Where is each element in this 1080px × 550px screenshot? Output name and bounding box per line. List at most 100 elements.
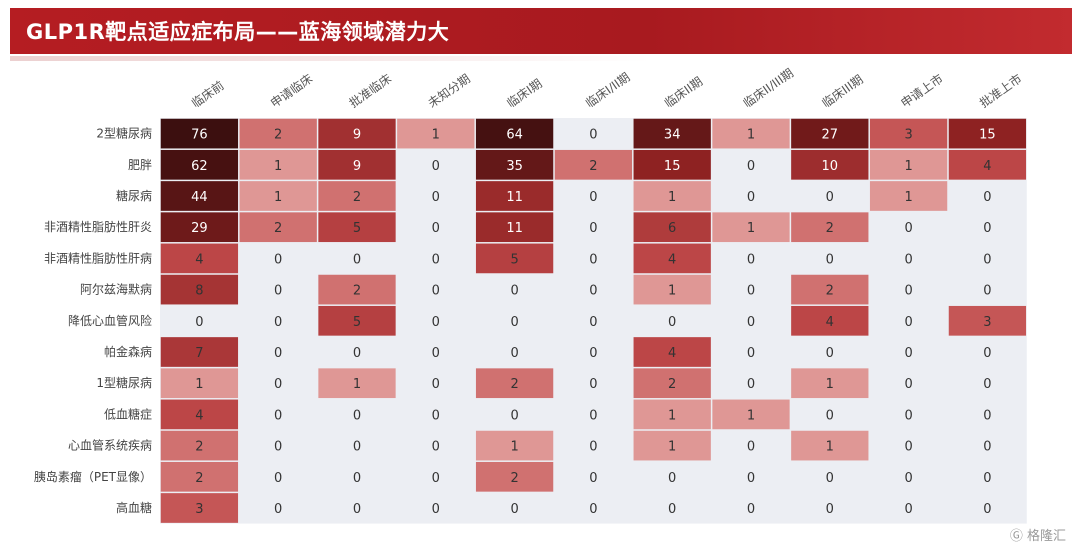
cell-value-label: 1 xyxy=(826,377,834,392)
cell-value-label: 0 xyxy=(353,502,361,517)
cell-value-label: 1 xyxy=(668,440,676,455)
heatmap-cell xyxy=(160,243,239,274)
cell-value-label: 2 xyxy=(826,284,834,299)
heatmap-cell xyxy=(239,181,317,211)
cell-value-label: 0 xyxy=(983,284,991,299)
column-header: 临床I期 xyxy=(504,76,544,110)
row-label: 糖尿病 xyxy=(116,188,152,203)
cell-value-label: 1 xyxy=(747,408,755,423)
cell-value-label: 0 xyxy=(589,315,597,330)
cell-value-label: 0 xyxy=(432,440,440,455)
heatmap-cell xyxy=(397,118,475,149)
cell-value-label: 9 xyxy=(353,128,361,143)
cell-value-label: 0 xyxy=(353,252,361,267)
row-label: 胰岛素瘤（PET显像） xyxy=(34,469,152,484)
row-label: 非酒精性脂肪性肝病 xyxy=(44,250,152,265)
cell-value-label: 34 xyxy=(664,128,681,143)
cell-value-label: 0 xyxy=(747,159,755,174)
cell-value-label: 0 xyxy=(274,284,282,299)
heatmap-cell xyxy=(160,430,239,461)
heatmap-cell xyxy=(948,149,1027,180)
cell-value-label: 5 xyxy=(510,252,518,267)
cell-value-label: 1 xyxy=(747,128,755,143)
cell-value-label: 0 xyxy=(747,502,755,517)
cell-value-label: 4 xyxy=(826,315,834,330)
cell-value-label: 0 xyxy=(589,440,597,455)
cell-value-label: 0 xyxy=(195,315,203,330)
column-header: 临床I/II期 xyxy=(583,70,633,111)
cell-value-label: 0 xyxy=(747,377,755,392)
cell-value-label: 8 xyxy=(195,284,203,299)
cell-value-label: 0 xyxy=(904,315,912,330)
cell-value-label: 0 xyxy=(826,502,834,517)
cell-value-label: 2 xyxy=(826,221,834,236)
cell-value-label: 0 xyxy=(983,252,991,267)
cell-value-label: 2 xyxy=(353,190,361,205)
column-header: 申请临床 xyxy=(268,71,315,110)
cell-value-label: 0 xyxy=(274,346,282,361)
cell-value-label: 0 xyxy=(510,408,518,423)
row-label: 高血糖 xyxy=(116,500,152,515)
cell-value-label: 0 xyxy=(589,190,597,205)
cell-value-label: 44 xyxy=(191,190,208,205)
cell-value-label: 0 xyxy=(826,408,834,423)
cell-value-label: 0 xyxy=(826,346,834,361)
heatmap-cell xyxy=(791,305,869,336)
cell-value-label: 0 xyxy=(274,377,282,392)
row-label: 非酒精性脂肪性肝炎 xyxy=(44,219,152,234)
title-bar: GLP1R靶点适应症布局——蓝海领域潜力大 xyxy=(10,8,1072,54)
cell-value-label: 0 xyxy=(983,408,991,423)
cell-value-label: 0 xyxy=(747,284,755,299)
column-header: 临床II/III期 xyxy=(741,66,796,111)
column-header: 未知分期 xyxy=(425,71,472,110)
cell-value-label: 2 xyxy=(589,159,597,174)
cell-value-label: 5 xyxy=(353,315,361,330)
cell-value-label: 76 xyxy=(191,128,208,143)
cell-value-label: 2 xyxy=(274,128,282,143)
cell-value-label: 0 xyxy=(274,471,282,486)
heatmap-cell xyxy=(318,305,396,336)
heatmap-cell xyxy=(869,118,948,149)
cell-value-label: 2 xyxy=(510,471,518,486)
heatmap-cell xyxy=(475,368,554,399)
cell-value-label: 0 xyxy=(983,346,991,361)
watermark-text: 格隆汇 xyxy=(1026,529,1066,544)
cell-value-label: 0 xyxy=(904,346,912,361)
heatmap-cell xyxy=(712,212,790,243)
heatmap-cell xyxy=(239,212,317,243)
cell-value-label: 7 xyxy=(195,346,203,361)
column-header: 申请上市 xyxy=(898,71,946,111)
heatmap-cell xyxy=(633,337,711,367)
cell-value-label: 29 xyxy=(191,221,208,236)
heatmap-cell xyxy=(475,430,554,461)
cell-value-label: 0 xyxy=(432,159,440,174)
cell-value-label: 0 xyxy=(826,190,834,205)
cell-value-label: 1 xyxy=(274,159,282,174)
heatmap-cell xyxy=(475,149,554,180)
heatmap-cell xyxy=(633,118,711,149)
cell-value-label: 0 xyxy=(983,221,991,236)
heatmap-cell xyxy=(791,368,869,399)
heatmap-cell xyxy=(633,399,711,430)
cell-value-label: 3 xyxy=(904,128,912,143)
heatmap-cell xyxy=(318,118,396,149)
cell-value-label: 0 xyxy=(589,377,597,392)
cell-value-label: 0 xyxy=(432,377,440,392)
cell-value-label: 0 xyxy=(589,471,597,486)
cell-value-label: 4 xyxy=(668,252,676,267)
watermark-icon: Ⓖ xyxy=(1009,529,1023,544)
cell-value-label: 1 xyxy=(747,221,755,236)
cell-value-label: 0 xyxy=(432,221,440,236)
cell-value-label: 0 xyxy=(589,252,597,267)
column-header: 批准上市 xyxy=(977,71,1025,111)
cell-value-label: 0 xyxy=(826,252,834,267)
heatmap-cell xyxy=(318,181,396,211)
cell-value-label: 0 xyxy=(747,471,755,486)
cell-value-label: 0 xyxy=(274,408,282,423)
cell-value-label: 0 xyxy=(668,471,676,486)
cell-value-label: 0 xyxy=(589,221,597,236)
heatmap-cell xyxy=(948,118,1027,149)
cell-value-label: 64 xyxy=(506,128,523,143)
row-label: 肥胖 xyxy=(128,158,152,172)
